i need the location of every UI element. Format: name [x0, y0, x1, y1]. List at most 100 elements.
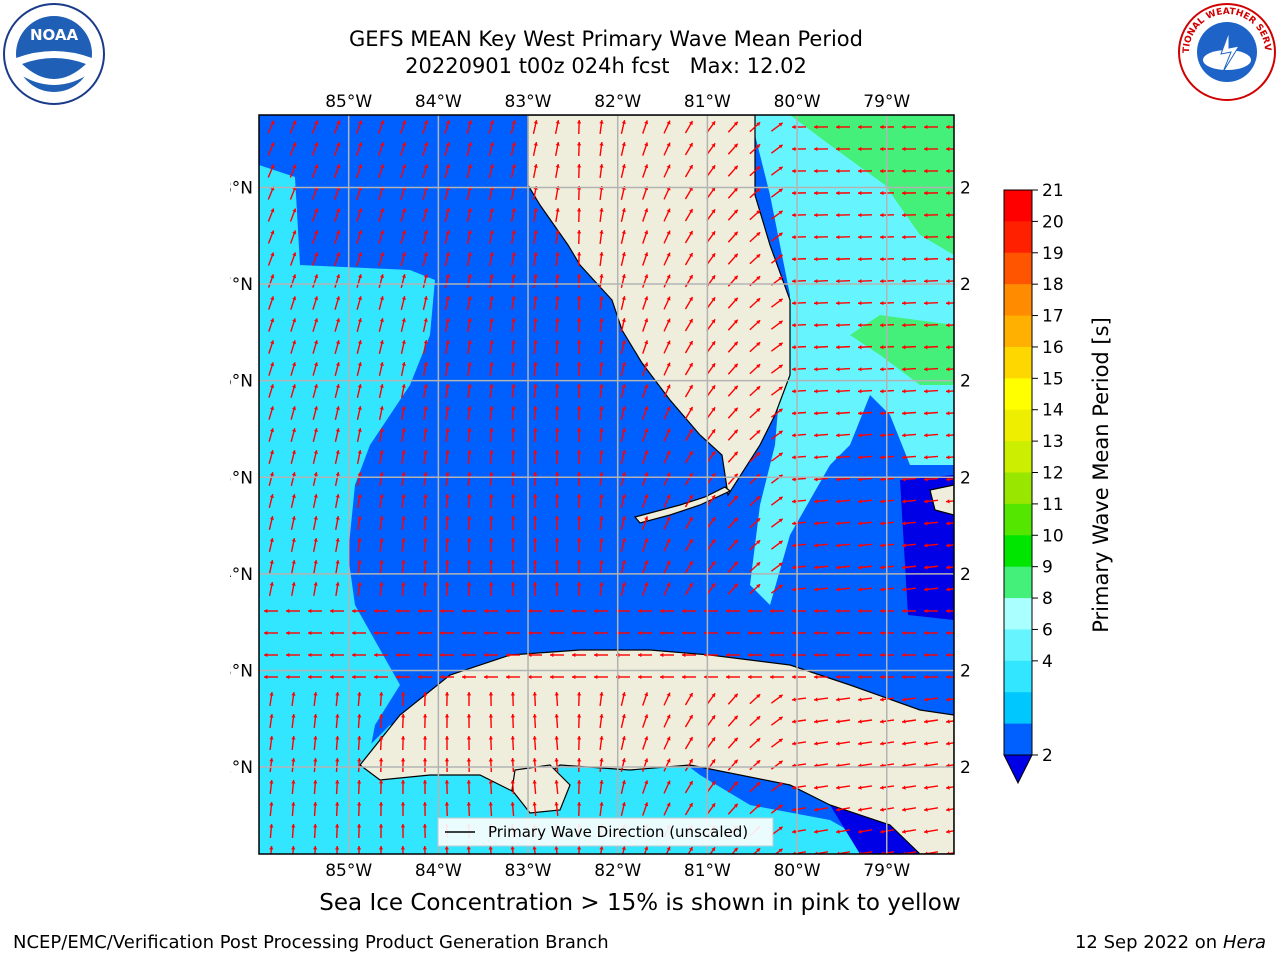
- wave-arrow: [924, 630, 938, 636]
- wave-arrow: [312, 252, 319, 266]
- wave-arrow: [533, 449, 538, 465]
- wave-arrow: [400, 208, 407, 222]
- wave-arrow: [663, 318, 671, 332]
- colorbar-block: [1004, 629, 1032, 662]
- wave-arrow: [467, 383, 472, 399]
- wave-arrow: [791, 829, 807, 834]
- wave-arrow: [488, 713, 494, 729]
- wave-arrow: [727, 781, 739, 793]
- wave-arrow: [440, 608, 454, 614]
- wave-arrow: [533, 405, 538, 421]
- wave-arrow: [642, 736, 649, 750]
- wave-arrow: [813, 785, 829, 790]
- wave-arrow: [357, 691, 362, 707]
- wave-arrow: [791, 212, 807, 218]
- wave-arrow: [923, 301, 939, 306]
- date-text: 12 Sep 2022 on: [1074, 932, 1218, 953]
- wave-arrow: [836, 608, 850, 614]
- wave-arrow: [335, 581, 340, 597]
- wave-arrow: [835, 521, 851, 526]
- wave-arrow: [946, 674, 954, 680]
- wave-arrow: [576, 493, 582, 509]
- wave-arrow: [313, 845, 318, 854]
- wave-arrow: [511, 339, 516, 355]
- wave-arrow: [290, 472, 296, 486]
- wave-arrow: [599, 361, 604, 377]
- wave-arrow: [572, 674, 586, 680]
- wave-arrow: [835, 345, 851, 350]
- wave-arrow: [554, 713, 559, 729]
- wave-arrow: [506, 630, 520, 636]
- wave-arrow: [770, 210, 784, 220]
- wave-arrow: [663, 714, 671, 728]
- wave-arrow: [379, 471, 384, 487]
- wave-arrow: [533, 383, 538, 399]
- wave-arrow: [835, 367, 851, 372]
- wave-arrow: [684, 758, 694, 772]
- wave-arrow: [401, 581, 406, 597]
- wave-arrow: [726, 630, 740, 636]
- wave-arrow: [945, 741, 954, 746]
- lon-tick-label-top: 84°W: [415, 92, 462, 112]
- wave-arrow: [356, 823, 362, 839]
- wave-arrow: [749, 297, 761, 309]
- wave-arrow: [684, 384, 694, 398]
- wave-arrow: [813, 587, 829, 592]
- wave-arrow: [554, 559, 560, 575]
- wave-arrow: [466, 295, 472, 311]
- wave-arrow: [356, 471, 362, 487]
- wave-arrow: [422, 120, 429, 134]
- wave-arrow: [445, 515, 450, 531]
- wave-arrow: [945, 345, 954, 350]
- wave-arrow: [510, 691, 516, 707]
- wave-arrow: [311, 142, 319, 156]
- wave-arrow: [467, 339, 472, 355]
- wave-arrow: [835, 389, 851, 394]
- wave-arrow: [901, 455, 917, 460]
- wave-arrow: [379, 713, 384, 729]
- colorbar-tick-label: 17: [1042, 307, 1064, 327]
- wave-arrow: [488, 230, 494, 244]
- wave-arrow: [444, 735, 450, 751]
- wave-arrow: [749, 539, 761, 551]
- wave-arrow: [418, 652, 432, 658]
- wave-arrow: [510, 735, 515, 751]
- wave-arrow: [620, 692, 626, 706]
- wave-arrow: [440, 630, 454, 636]
- wave-arrow: [835, 168, 851, 174]
- wave-arrow: [706, 428, 716, 442]
- wave-arrow: [620, 582, 626, 596]
- wave-arrow: [813, 323, 829, 328]
- wave-arrow: [835, 499, 851, 504]
- wave-arrow: [857, 829, 873, 834]
- wave-arrow: [488, 208, 494, 222]
- wave-arrow: [663, 472, 671, 486]
- wave-arrow: [945, 168, 954, 174]
- wave-arrow: [663, 494, 671, 508]
- lon-tick-label-top: 79°W: [863, 92, 910, 112]
- wave-arrow: [333, 142, 341, 156]
- wave-arrow: [901, 367, 917, 372]
- wave-arrow: [901, 807, 917, 812]
- wave-arrow: [576, 163, 582, 179]
- wave-arrow: [576, 801, 582, 817]
- lon-tick-label-bottom: 81°W: [684, 861, 731, 881]
- wave-arrow: [749, 803, 761, 815]
- wave-arrow: [620, 120, 626, 134]
- wave-arrow: [945, 190, 954, 196]
- wave-arrow: [599, 163, 604, 179]
- wave-arrow: [770, 518, 784, 528]
- wave-arrow: [510, 142, 516, 156]
- wave-arrow: [770, 188, 784, 198]
- wave-arrow: [813, 256, 829, 262]
- wave-arrow: [727, 165, 739, 177]
- wave-arrow: [835, 565, 851, 570]
- wave-arrow: [749, 385, 761, 397]
- wave-arrow: [554, 141, 560, 157]
- wave-arrow: [857, 521, 873, 526]
- wave-arrow: [749, 715, 761, 727]
- wave-arrow: [466, 164, 472, 178]
- wave-arrow: [269, 713, 274, 729]
- wave-arrow: [572, 608, 586, 614]
- wave-arrow: [308, 608, 322, 614]
